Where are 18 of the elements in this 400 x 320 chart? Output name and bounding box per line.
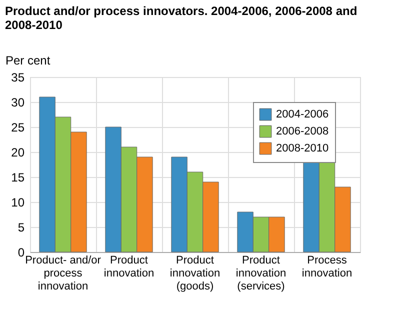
y-tick-label: 20 — [11, 146, 25, 160]
legend-label: 2008-2010 — [276, 142, 329, 154]
y-axis-title: Per cent — [6, 54, 51, 68]
x-tick-label: Product innovation (goods) — [170, 254, 220, 292]
y-tick-label: 0 — [18, 246, 25, 260]
y-tick-label: 5 — [18, 220, 25, 234]
x-tick-label: Product innovation (services) — [236, 254, 286, 292]
x-tick-label: Product- and/or process innovation — [25, 254, 102, 292]
legend-label: 2004-2006 — [276, 108, 329, 120]
chart-title: Product and/or process innovators. 2004-2006, 2006-2008 and 2008-2010 — [5, 4, 358, 32]
legend-label: 2006-2008 — [276, 126, 329, 138]
x-tick-label: Product innovation — [104, 254, 154, 280]
y-tick-label: 30 — [11, 96, 25, 110]
x-tick-label: Process innovation — [302, 254, 352, 280]
y-tick-label: 25 — [11, 120, 25, 134]
y-tick-label: 35 — [11, 70, 25, 84]
y-tick-label: 10 — [11, 196, 25, 210]
y-tick-label: 15 — [11, 170, 25, 184]
